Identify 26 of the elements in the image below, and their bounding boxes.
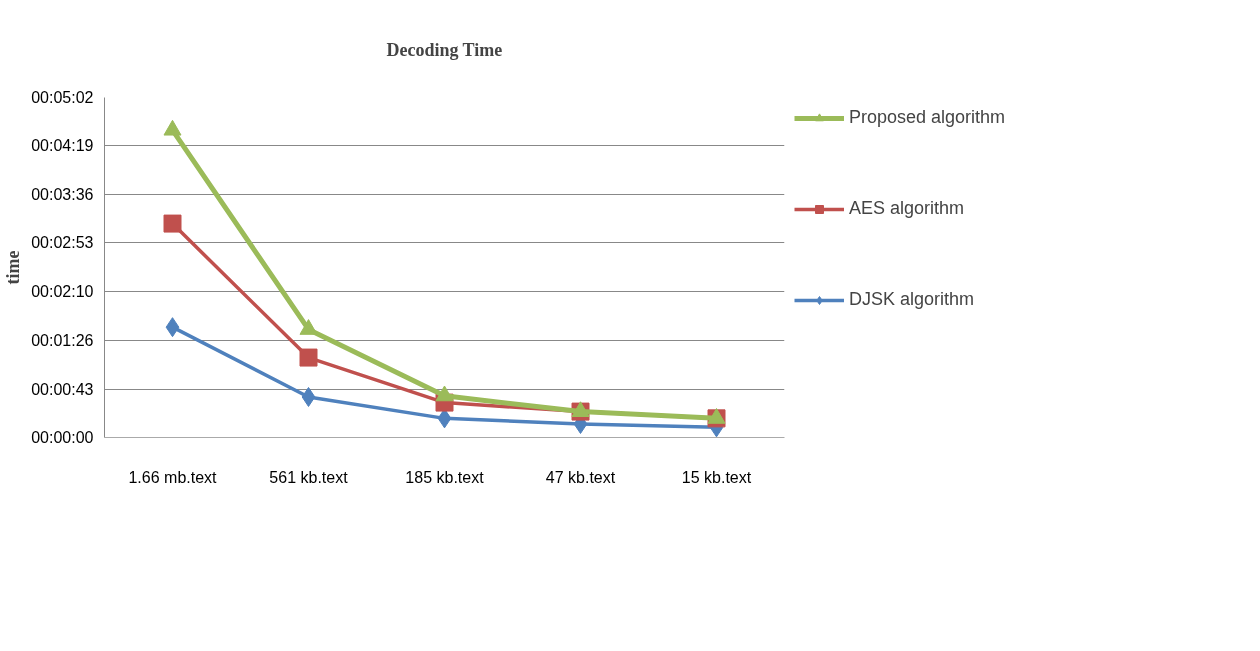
point [163, 119, 182, 136]
x-tick-label: 15 kb.text [681, 468, 752, 486]
point [163, 214, 182, 233]
point [435, 385, 454, 402]
y-tick-label: 00:01:26 [31, 332, 94, 350]
point [165, 317, 180, 338]
y-tick-label: 00:04:19 [31, 137, 94, 155]
y-tick-label: 00:05:02 [31, 89, 94, 106]
legend-label: Proposed algorithm [849, 107, 1006, 128]
x-tick-label: 47 kb.text [545, 468, 616, 486]
point [301, 386, 316, 407]
point [299, 348, 318, 367]
y-tick-label: 00:00:43 [31, 380, 94, 398]
chart-title: Decoding Time [386, 40, 503, 60]
legend-label: AES algorithm [849, 198, 965, 219]
point [707, 408, 726, 424]
x-tick-label: 185 kb.text [405, 468, 485, 486]
y-tick-label: 00:02:10 [31, 282, 94, 300]
y-tick-label: 00:00:00 [31, 429, 94, 446]
y-tick-label: 00:03:36 [31, 185, 94, 203]
legend-label: DJSK algorithm [849, 289, 975, 310]
point [299, 319, 318, 335]
y-tick-label: 00:02:53 [31, 234, 94, 252]
y-axis-title: time [3, 250, 24, 285]
x-tick-label: 1.66 mb.text [128, 468, 218, 486]
x-tick-label: 561 kb.text [269, 468, 349, 486]
